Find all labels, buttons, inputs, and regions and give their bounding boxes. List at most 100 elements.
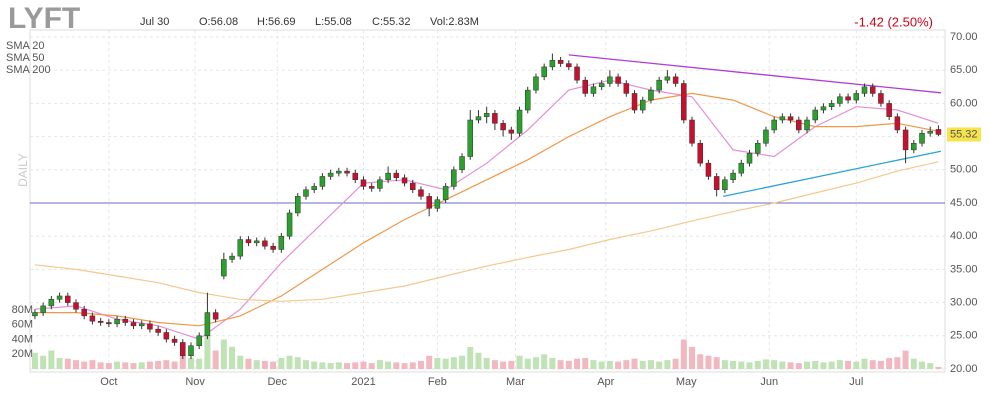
volume-bar [81,361,88,369]
candle-body [779,116,786,121]
volume-bar [327,363,334,369]
volume-bar [820,362,827,369]
candle-body [820,106,827,111]
candle-body [368,186,375,189]
candle-body [147,323,153,330]
volume-bar [459,355,466,369]
candle-body [911,142,917,151]
y-tick-label: 20.00 [950,363,978,375]
candle-body [672,76,679,84]
candle-body [902,129,909,151]
volume-bar [853,361,860,369]
candle-body [442,186,449,200]
candle-body [237,239,244,257]
volume-bar [204,335,211,369]
y-tick-label: 40.00 [950,230,978,242]
candle-body [278,235,285,250]
candle-body [812,109,818,121]
volume-bar [886,357,893,369]
candle-body [533,76,539,91]
volume-bar [721,360,728,369]
volume-tick-label: 40M [12,333,33,345]
volume-bar [450,357,457,369]
volume-bar [122,362,129,369]
volume-bar [754,360,761,369]
date: Jul 30 [140,16,169,28]
volume-bar [335,362,342,369]
volume-bar [647,360,654,369]
sma-line [34,161,939,302]
candle-body [262,240,268,247]
candle-body [122,318,129,323]
change: -1.42 (2.50%) [854,14,933,29]
volume-bar [927,363,934,369]
sma-line [34,79,939,340]
close-label: C:55.32 [372,16,411,28]
candle-body [352,172,359,181]
trendline [723,150,942,198]
volume-bar [376,360,383,369]
candle-body [138,323,145,327]
candle-body [796,119,802,131]
candle-body [65,295,71,303]
volume-bar [590,360,597,369]
volume-bar [417,360,424,369]
volume-bar [220,339,227,369]
candle-body [212,312,219,320]
candle-body [919,133,925,144]
x-tick-label: 2021 [351,376,375,388]
candle-body [746,152,753,164]
y-tick-label: 25.00 [950,330,978,342]
candle-body [754,142,761,154]
candle-body [270,245,276,250]
plot-frame [29,29,946,373]
candle-body [648,89,654,101]
sma-line [34,92,939,327]
candle-body [541,66,547,78]
volume-bar [549,357,556,369]
candle-body [171,338,178,343]
candle-body [689,119,695,144]
volume-bar [516,355,523,369]
candle-body [508,129,515,134]
volume-bar [442,358,449,369]
candle-body [697,142,703,164]
volume-bar [779,361,786,369]
volume-bar [804,361,811,369]
legend-entry: SMA 200 [6,64,51,76]
volume-bar [845,360,852,369]
candle-body [89,315,96,322]
candle-body [327,172,334,177]
candle-body [730,172,736,181]
candle-body [516,109,523,134]
candle-body [878,93,884,104]
volume-bar [385,361,392,369]
volume-bar [294,357,301,369]
candle-body [927,131,933,134]
volume-label: Vol:2.83M [430,16,479,28]
volume-bar [352,362,359,369]
volume-bar [713,357,720,369]
candle-body [344,170,350,174]
volume-bar [409,362,416,369]
volume-bar [524,358,531,369]
volume-bar [828,361,835,369]
candle-body [418,189,424,197]
volume-bar [360,361,367,369]
volume-bar [97,362,104,369]
y-tick-label: 45.00 [950,197,978,209]
volume-bar [253,360,260,369]
candle-body [869,86,876,94]
volume-bar [31,352,38,369]
candle-body [56,295,63,300]
candle-body [81,308,87,317]
volume-bar [89,360,96,369]
candle-body [385,172,391,181]
volume-bar [261,360,268,369]
candle-body [828,103,835,107]
candle-body [861,86,868,94]
period: DAILY [16,153,30,187]
volume-bar [795,363,802,369]
candle-body [549,59,556,68]
volume-bar [508,360,515,369]
